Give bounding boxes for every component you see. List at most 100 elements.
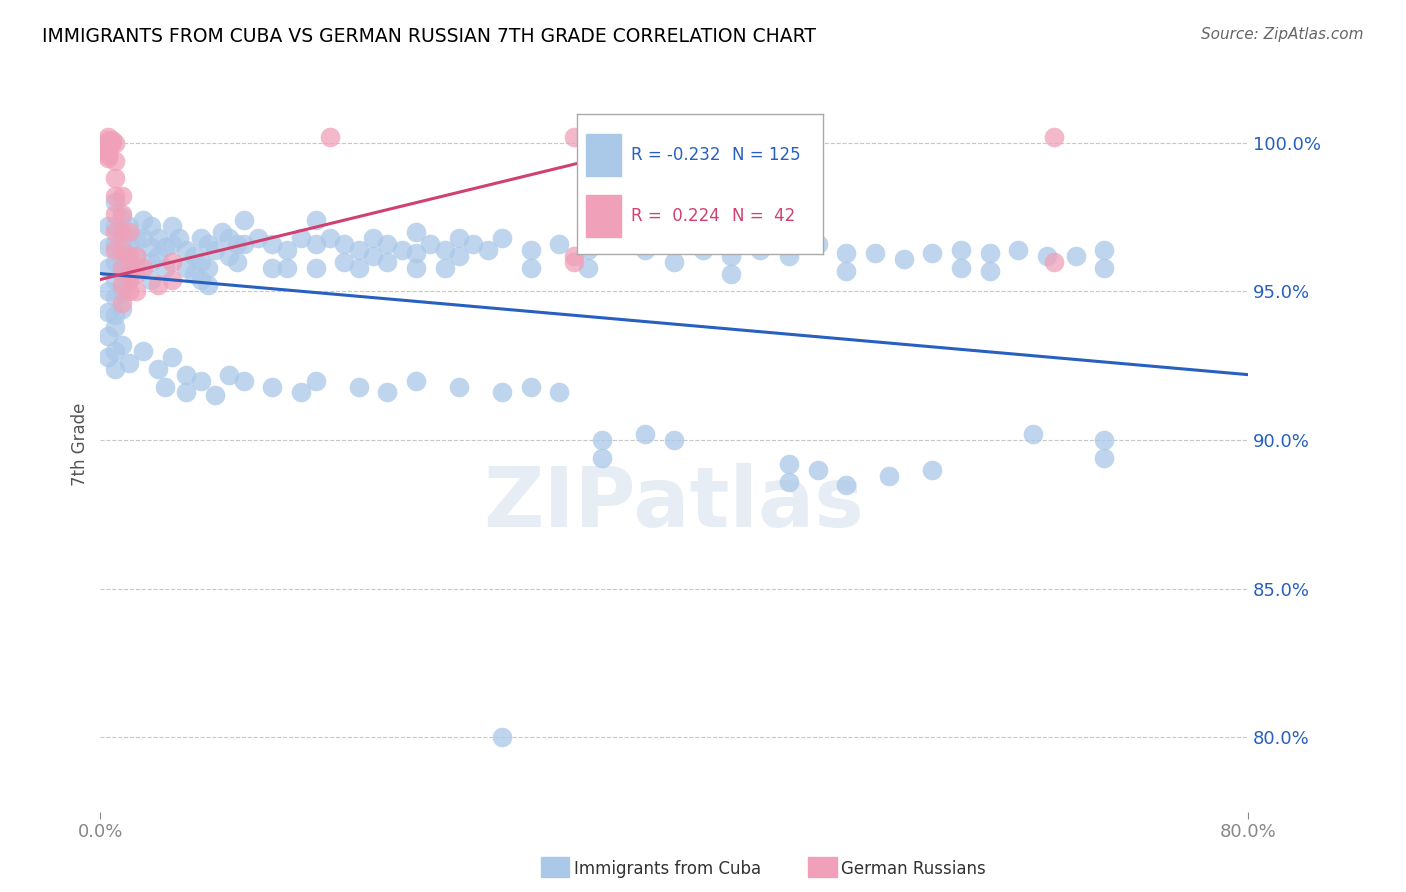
Point xyxy=(167,231,190,245)
Point xyxy=(606,236,628,251)
Point xyxy=(183,267,205,281)
Point xyxy=(118,249,141,263)
Point xyxy=(634,427,657,442)
Point xyxy=(96,151,118,165)
Point xyxy=(104,153,127,168)
Point xyxy=(125,231,148,245)
Point xyxy=(218,231,240,245)
Point xyxy=(491,385,513,400)
Point xyxy=(190,254,212,268)
Point xyxy=(111,225,134,239)
Point xyxy=(576,243,599,257)
Point xyxy=(96,305,118,319)
Point xyxy=(720,249,742,263)
Point xyxy=(132,343,155,358)
Point xyxy=(447,231,470,245)
Point xyxy=(225,254,247,268)
Point xyxy=(96,329,118,343)
Point xyxy=(111,278,134,293)
Point xyxy=(104,272,127,286)
Text: IMMIGRANTS FROM CUBA VS GERMAN RUSSIAN 7TH GRADE CORRELATION CHART: IMMIGRANTS FROM CUBA VS GERMAN RUSSIAN 7… xyxy=(42,27,815,45)
Point xyxy=(104,207,127,221)
Point xyxy=(519,379,541,393)
Point xyxy=(118,267,141,281)
Point xyxy=(111,267,134,281)
Point xyxy=(96,285,118,299)
Point xyxy=(949,260,972,275)
Point xyxy=(319,129,342,144)
Point xyxy=(491,730,513,744)
Point xyxy=(153,240,176,254)
Point xyxy=(96,147,118,161)
Point xyxy=(160,219,183,233)
Point xyxy=(160,350,183,364)
Point xyxy=(146,361,169,376)
Point xyxy=(262,236,284,251)
Point xyxy=(190,272,212,286)
Point xyxy=(447,249,470,263)
Point xyxy=(125,260,148,275)
Point xyxy=(562,129,585,144)
Point xyxy=(146,278,169,293)
Point xyxy=(1007,243,1029,257)
Text: Immigrants from Cuba: Immigrants from Cuba xyxy=(574,860,761,878)
Point xyxy=(111,302,134,317)
Point xyxy=(111,285,134,299)
Point xyxy=(183,249,205,263)
Point xyxy=(835,477,858,491)
Point xyxy=(347,379,370,393)
Point xyxy=(232,236,254,251)
Point xyxy=(125,267,148,281)
Point xyxy=(111,231,134,245)
Point xyxy=(111,249,134,263)
Point xyxy=(290,385,312,400)
Point xyxy=(96,138,118,153)
Point xyxy=(232,374,254,388)
Point xyxy=(104,189,127,203)
Point xyxy=(190,374,212,388)
Point xyxy=(333,254,356,268)
Point xyxy=(1036,249,1059,263)
Point xyxy=(132,260,155,275)
Point xyxy=(276,260,298,275)
Point xyxy=(232,213,254,227)
Point xyxy=(304,236,326,251)
Point xyxy=(197,260,219,275)
Point xyxy=(778,475,800,489)
Point xyxy=(519,243,541,257)
Point xyxy=(519,260,541,275)
Point xyxy=(176,368,198,382)
Point xyxy=(125,285,148,299)
Point xyxy=(225,236,247,251)
Point xyxy=(576,260,599,275)
Point xyxy=(662,236,685,251)
Point xyxy=(132,213,155,227)
Point xyxy=(118,219,141,233)
Point xyxy=(863,245,886,260)
Point xyxy=(662,433,685,447)
Point xyxy=(477,243,499,257)
Point xyxy=(491,231,513,245)
Point xyxy=(111,296,134,310)
Point xyxy=(132,231,155,245)
Point xyxy=(160,254,183,268)
Point xyxy=(290,231,312,245)
Point xyxy=(153,379,176,393)
Point xyxy=(778,249,800,263)
Point xyxy=(347,243,370,257)
Point xyxy=(96,145,118,159)
Point xyxy=(146,249,169,263)
Point xyxy=(463,236,485,251)
Point xyxy=(375,254,398,268)
Point xyxy=(96,129,118,144)
Point xyxy=(197,278,219,293)
Point xyxy=(104,243,127,257)
Point xyxy=(319,231,342,245)
Point xyxy=(979,263,1001,277)
Point xyxy=(1092,260,1115,275)
Point xyxy=(949,243,972,257)
Point xyxy=(104,361,127,376)
Point xyxy=(101,133,124,147)
Point xyxy=(591,450,613,465)
Point xyxy=(447,379,470,393)
